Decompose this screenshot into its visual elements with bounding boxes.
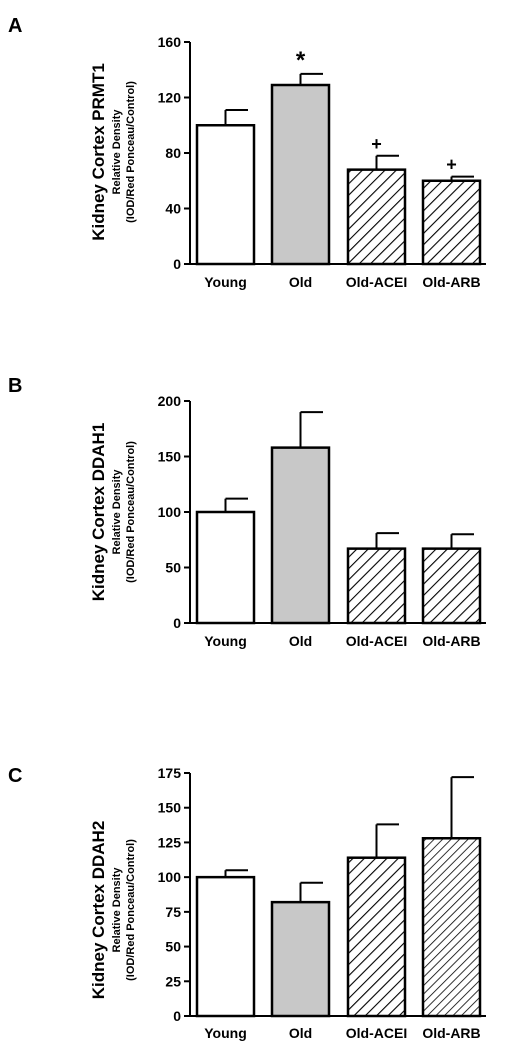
category-label-a-0: Young <box>204 274 247 290</box>
y-tick-label-c-6: 150 <box>158 800 182 816</box>
panel-letter-c: C <box>8 765 22 787</box>
category-label-a-3: Old-ARB <box>422 274 480 290</box>
significance-mark-a-2: + <box>371 134 382 154</box>
significance-mark-a-1: * <box>296 47 306 74</box>
y-tick-label-a-0: 0 <box>173 256 181 272</box>
y-tick-label-c-0: 0 <box>173 1008 181 1024</box>
y-tick-label-c-5: 125 <box>158 834 182 850</box>
y-tick-label-c-1: 25 <box>165 973 181 989</box>
bar-b-0 <box>195 510 256 625</box>
y-tick-label-a-4: 160 <box>158 34 182 50</box>
category-label-b-2: Old-ACEI <box>346 633 407 649</box>
bar-b-3 <box>421 547 482 625</box>
y-axis-subtitle-b-2: (IOD/Red Ponceau/Control) <box>125 441 137 583</box>
y-axis-subtitle-b-1: Relative Density <box>111 469 123 555</box>
bar-b-1 <box>270 446 331 625</box>
bar-c-2 <box>346 856 407 1018</box>
y-tick-label-b-1: 50 <box>165 560 181 576</box>
y-axis-title-a: Kidney Cortex PRMT1 <box>89 63 108 241</box>
y-axis-title-c: Kidney Cortex DDAH2 <box>89 821 108 1000</box>
category-label-a-1: Old <box>289 274 312 290</box>
y-tick-label-c-4: 100 <box>158 869 182 885</box>
bar-a-1 <box>270 83 331 266</box>
y-tick-label-b-2: 100 <box>158 504 182 520</box>
y-axis-subtitle-c-2: (IOD/Red Ponceau/Control) <box>125 839 137 981</box>
category-label-c-0: Young <box>204 1025 247 1041</box>
y-axis-subtitle-a-1: Relative Density <box>111 109 123 195</box>
y-tick-label-a-2: 80 <box>165 145 181 161</box>
y-tick-label-c-2: 50 <box>165 939 181 955</box>
y-axis-subtitle-a-2: (IOD/Red Ponceau/Control) <box>125 81 137 223</box>
bar-a-3 <box>421 179 482 266</box>
y-axis-subtitle-c-1: Relative Density <box>111 867 123 953</box>
y-axis-title-b: Kidney Cortex DDAH1 <box>89 423 108 602</box>
category-label-c-2: Old-ACEI <box>346 1025 407 1041</box>
chart-panel-c: C Kidney Cortex DDAH2 Relative Density (… <box>8 765 486 1041</box>
bar-b-2 <box>346 547 407 625</box>
bar-a-0 <box>195 124 256 266</box>
chart-panel-b: B Kidney Cortex DDAH1 Relative Density (… <box>8 375 486 649</box>
y-tick-label-a-3: 120 <box>158 90 182 106</box>
panel-letter-a: A <box>8 15 22 37</box>
category-label-b-0: Young <box>204 633 247 649</box>
bar-c-3 <box>421 837 482 1018</box>
chart-panel-a: A Kidney Cortex PRMT1 Relative Density (… <box>8 15 486 290</box>
y-tick-label-c-7: 175 <box>158 765 182 781</box>
category-label-c-3: Old-ARB <box>422 1025 480 1041</box>
y-tick-label-b-4: 200 <box>158 393 182 409</box>
bar-a-2 <box>346 168 407 266</box>
category-label-c-1: Old <box>289 1025 312 1041</box>
y-tick-label-c-3: 75 <box>165 904 181 920</box>
significance-mark-a-3: + <box>446 155 457 175</box>
category-label-b-3: Old-ARB <box>422 633 480 649</box>
category-label-a-2: Old-ACEI <box>346 274 407 290</box>
y-tick-label-a-1: 40 <box>165 201 181 217</box>
y-tick-label-b-0: 0 <box>173 615 181 631</box>
y-tick-label-b-3: 150 <box>158 449 182 465</box>
panel-letter-b: B <box>8 375 22 397</box>
bar-c-1 <box>270 900 331 1018</box>
category-label-b-1: Old <box>289 633 312 649</box>
bar-c-0 <box>195 875 256 1018</box>
